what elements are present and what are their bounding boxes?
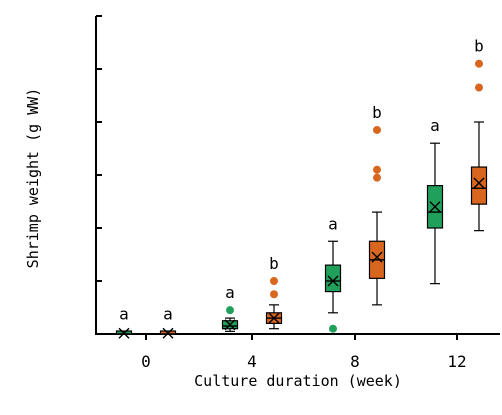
mean-marker xyxy=(224,319,236,331)
outlier-point xyxy=(270,290,278,299)
y-axis-label: Shrimp weight (g WW) xyxy=(24,88,42,269)
significance-label: a xyxy=(328,214,338,233)
mean-marker xyxy=(473,177,485,189)
axes xyxy=(95,15,500,340)
outlier-point xyxy=(373,173,381,182)
iqr-box xyxy=(324,264,342,293)
mean-marker xyxy=(327,275,339,287)
outlier-point xyxy=(373,165,381,174)
plot-area xyxy=(115,59,488,339)
labels: 0 4 8 12 a a a a a b b b xyxy=(119,37,484,371)
iqr-box xyxy=(470,166,488,205)
x-tick-label: 4 xyxy=(247,352,257,371)
mean-marker xyxy=(162,327,174,339)
x-axis-label: Culture duration (week) xyxy=(194,372,402,390)
x-tick-label: 0 xyxy=(141,352,151,371)
significance-label: a xyxy=(119,304,129,323)
significance-label: a xyxy=(430,116,440,135)
significance-label: a xyxy=(163,304,173,323)
x-tick-label: 8 xyxy=(350,352,360,371)
significance-label: a xyxy=(225,283,235,302)
mean-marker xyxy=(429,201,441,213)
outlier-point xyxy=(270,277,278,285)
x-tick-label: 12 xyxy=(447,352,466,371)
mean-marker xyxy=(268,312,280,324)
significance-label: b xyxy=(372,103,382,122)
outlier-point xyxy=(329,324,337,333)
mean-marker xyxy=(371,251,383,263)
outlier-point xyxy=(373,125,381,134)
mean-marker xyxy=(118,327,130,339)
outlier-point xyxy=(475,83,483,92)
significance-label: b xyxy=(269,254,279,273)
outlier-point xyxy=(226,306,234,315)
outlier-point xyxy=(475,59,483,68)
significance-label: b xyxy=(474,37,484,56)
